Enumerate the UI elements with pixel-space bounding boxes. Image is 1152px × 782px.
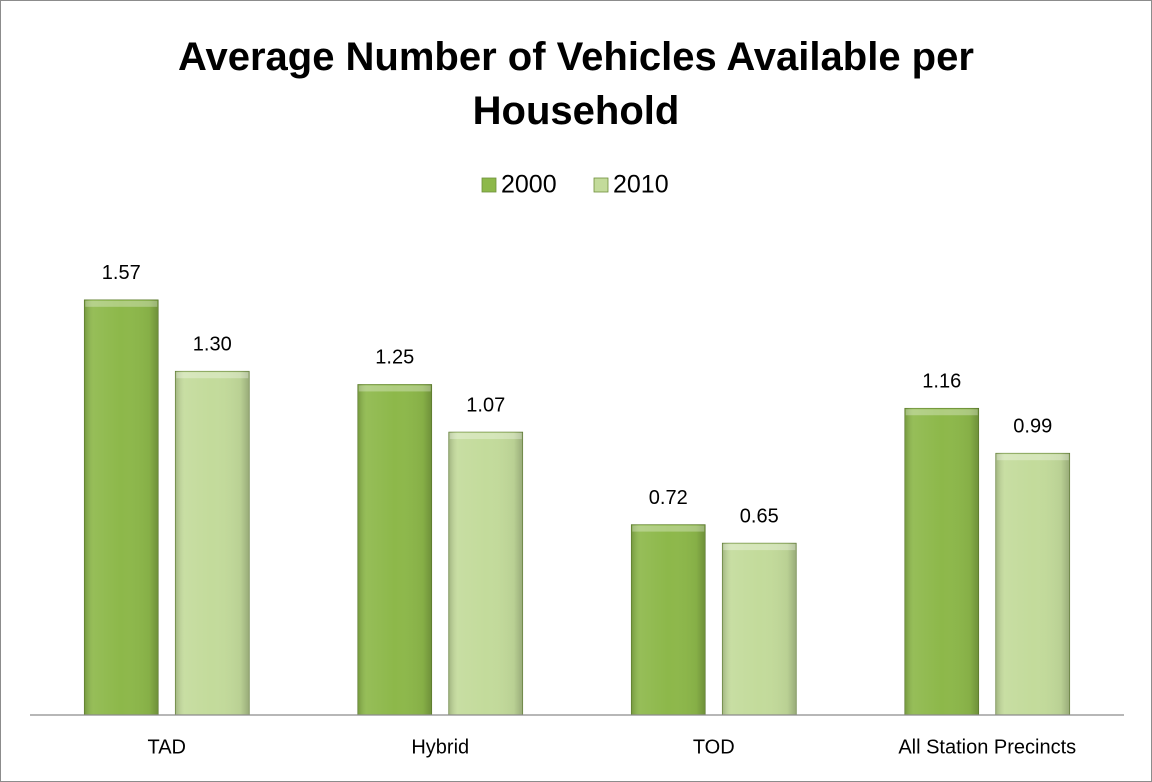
bar-cap xyxy=(632,525,705,532)
data-label: 1.57 xyxy=(102,262,141,284)
bar-shade xyxy=(995,453,1070,715)
bar-cap xyxy=(723,544,796,551)
bar-shade xyxy=(631,524,706,715)
legend-label: 2000 xyxy=(501,171,557,199)
bar-cap xyxy=(358,385,431,392)
x-tick-label: Hybrid xyxy=(411,736,469,758)
legend-swatch xyxy=(481,177,497,193)
bar-shade xyxy=(84,299,159,715)
bar-cap xyxy=(176,372,249,379)
bar-cap xyxy=(996,454,1069,461)
data-label: 0.99 xyxy=(1013,415,1052,437)
x-tick-label: TAD xyxy=(147,736,186,758)
bar-shade xyxy=(448,432,523,715)
data-label: 1.07 xyxy=(466,394,505,416)
bar-shade xyxy=(904,408,979,715)
bar-cap xyxy=(905,409,978,416)
data-label: 1.25 xyxy=(375,347,414,369)
bar-shade xyxy=(175,371,250,715)
legend-label: 2010 xyxy=(613,171,669,199)
bar-shade xyxy=(722,543,797,715)
data-label: 0.65 xyxy=(740,505,779,527)
x-tick-label: TOD xyxy=(693,736,735,758)
bar-cap xyxy=(85,300,158,307)
bar-cap xyxy=(449,433,522,440)
data-label: 0.72 xyxy=(649,487,688,509)
data-label: 1.30 xyxy=(193,334,232,356)
bar-shade xyxy=(357,384,432,715)
x-tick-label: All Station Precincts xyxy=(898,736,1076,758)
legend-swatch xyxy=(593,177,609,193)
chart-title: Average Number of Vehicles Available per… xyxy=(178,35,974,133)
data-label: 1.16 xyxy=(922,371,961,393)
